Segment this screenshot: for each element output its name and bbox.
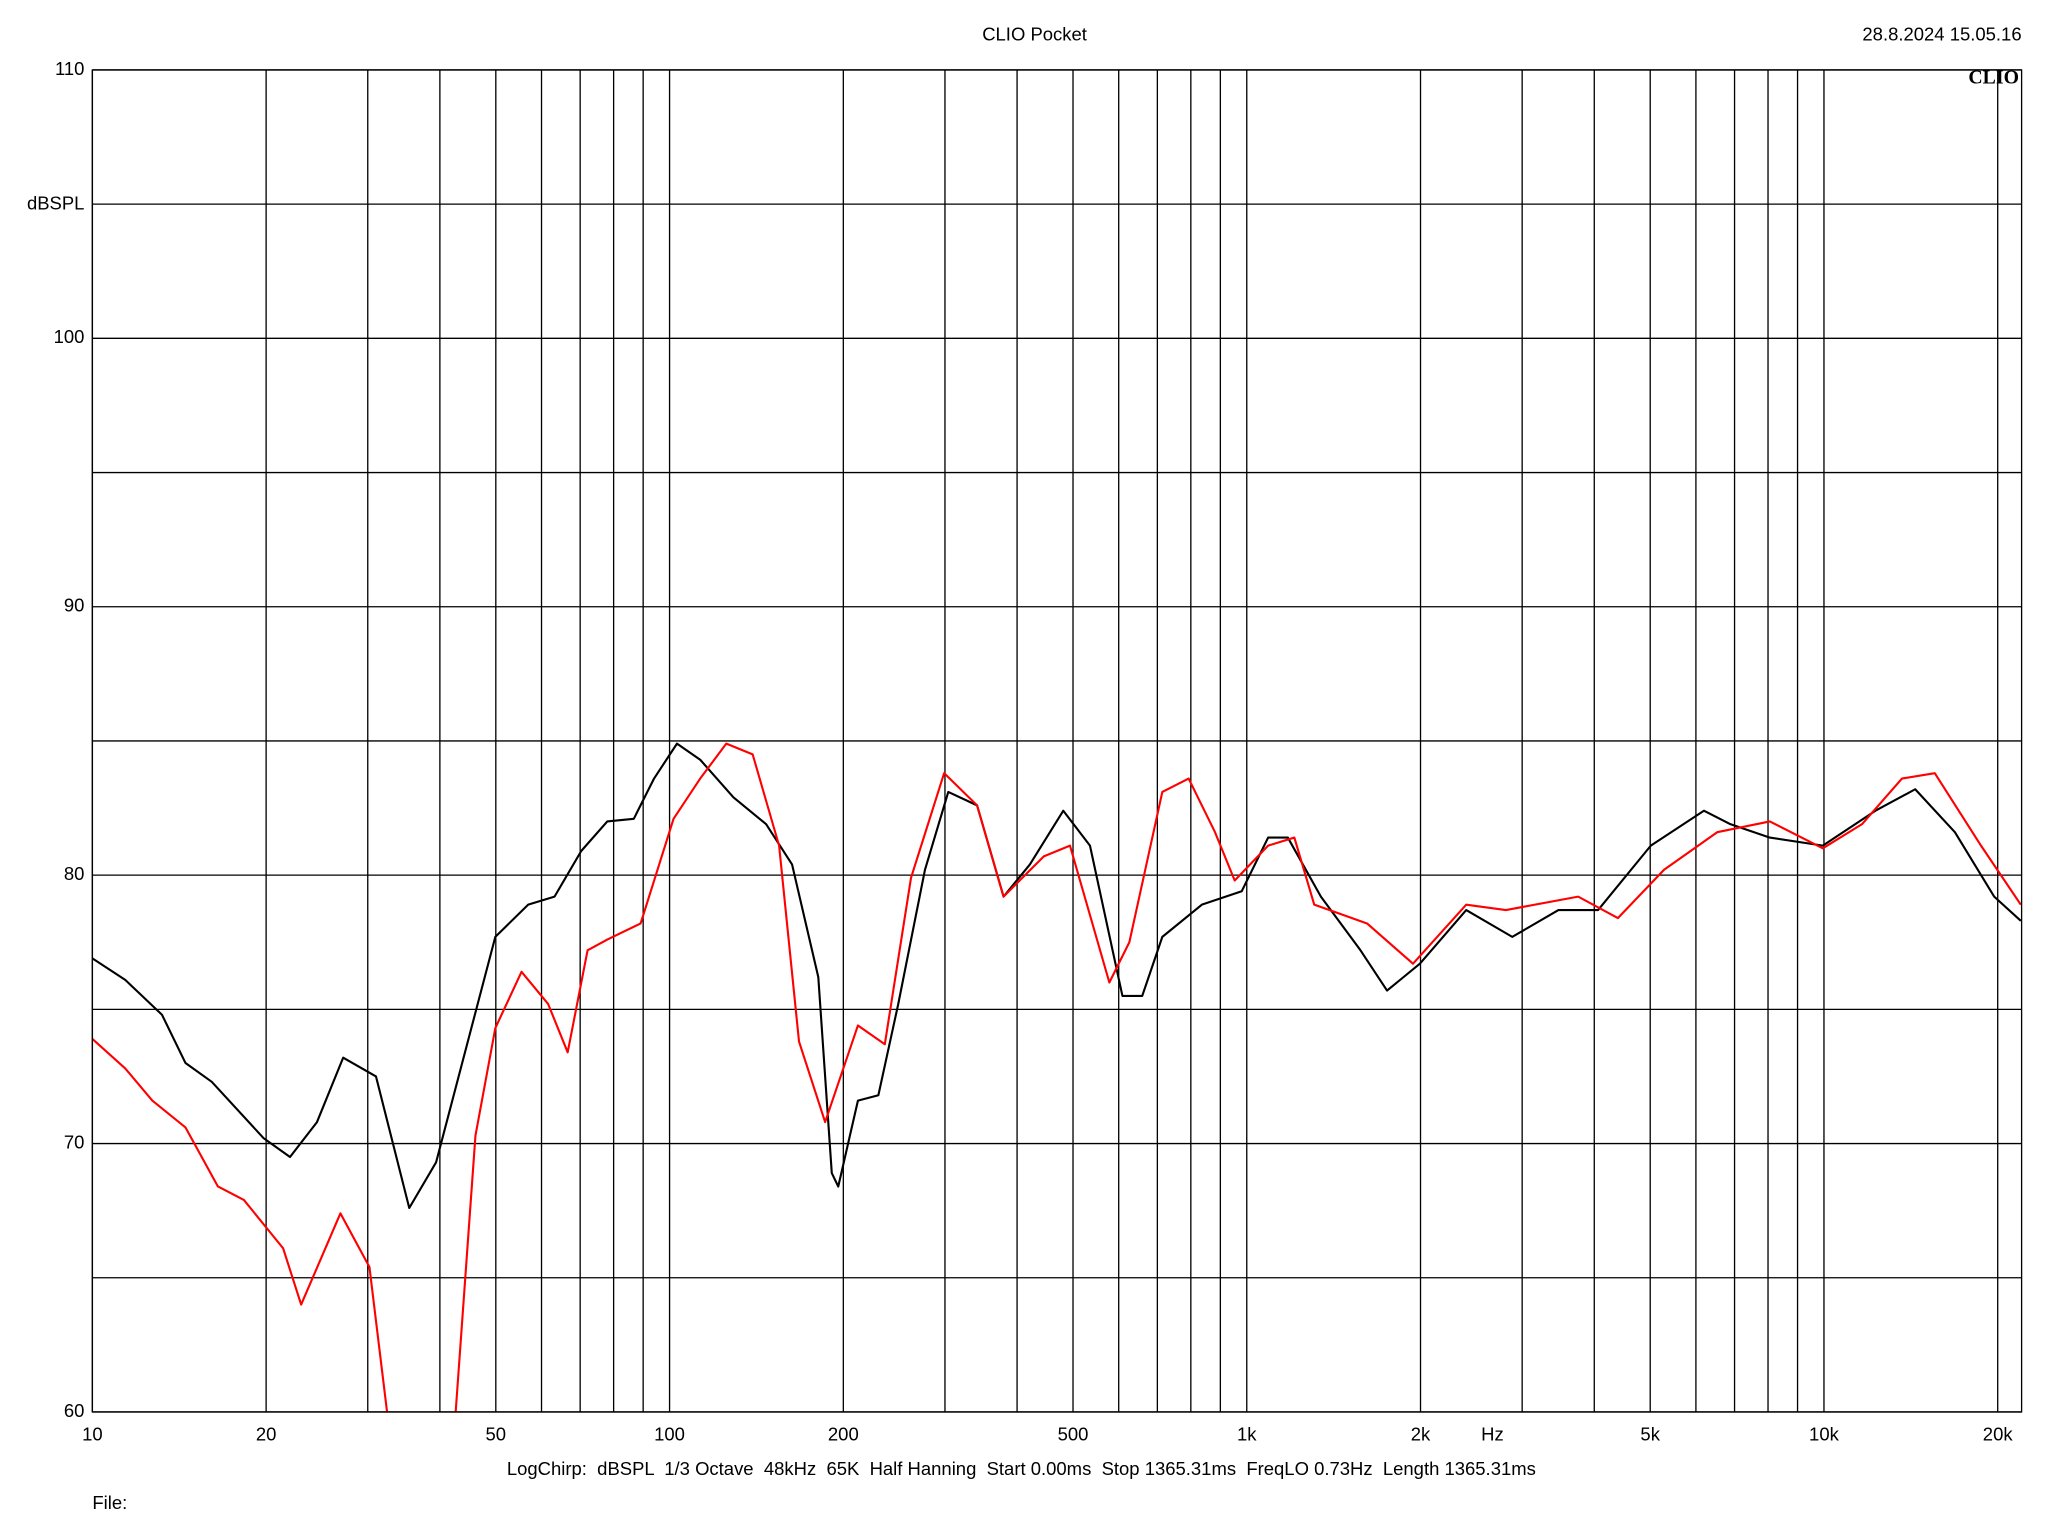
file-label: File: [92,1492,127,1513]
timestamp: 28.8.2024 15.05.16 [1862,24,2021,45]
response-curve [92,742,2022,1412]
x-tick-label: 200 [828,1424,859,1445]
x-tick-label: 20k [1983,1424,2014,1445]
x-tick-label: 10 [82,1424,103,1445]
x-tick-label: 10k [1809,1424,1840,1445]
plot-frame [91,69,2023,1413]
response-curve [92,742,2022,1210]
y-tick-label: 80 [64,863,85,884]
x-tick-label: 50 [486,1424,507,1445]
x-tick-label: 100 [654,1424,685,1445]
y-tick-label: 60 [64,1400,85,1421]
x-tick-label: 20 [256,1424,277,1445]
y-tick-label: 110 [55,58,84,79]
plot-area [92,742,2022,1412]
x-axis-label: Hz [1481,1424,1504,1445]
x-tick-label: 2k [1411,1424,1431,1445]
chart-title: CLIO Pocket [982,24,1087,45]
measurement-settings: LogChirp: dBSPL 1/3 Octave 48kHz 65K Hal… [507,1458,1536,1479]
grid [91,69,2022,1413]
logo: CLIO [1968,67,2019,89]
x-tick-label: 500 [1058,1424,1089,1445]
y-tick-label: 100 [54,326,85,347]
y-axis-label: dBSPL [27,192,85,213]
y-tick-label: 70 [64,1131,85,1152]
y-tick-label: 90 [64,595,85,616]
x-tick-label: 1k [1237,1424,1257,1445]
x-tick-label: 5k [1640,1424,1660,1445]
